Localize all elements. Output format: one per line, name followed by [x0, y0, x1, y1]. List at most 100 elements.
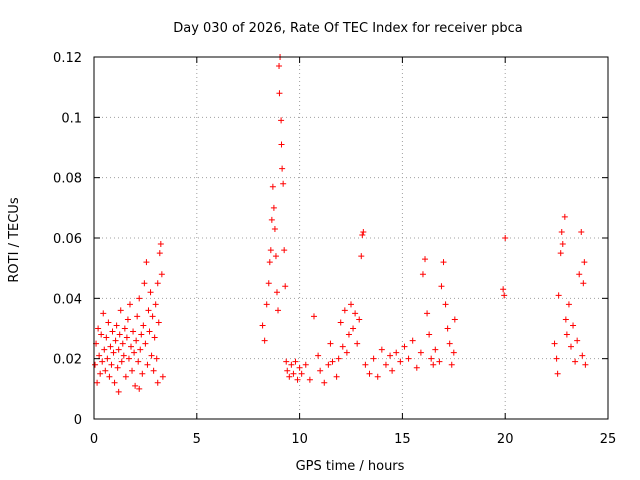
data-point [273, 289, 280, 296]
data-point [572, 358, 579, 365]
data-point [422, 256, 429, 263]
data-point [140, 322, 147, 329]
data-point [119, 340, 126, 347]
data-point [440, 259, 447, 266]
data-point [358, 253, 365, 260]
y-tick-label: 0.08 [53, 172, 82, 187]
data-point [116, 331, 123, 338]
data-point [129, 367, 136, 374]
data-point [136, 385, 143, 392]
data-point [152, 301, 159, 308]
data-point [282, 283, 289, 290]
data-point [117, 307, 124, 314]
data-point [136, 295, 143, 302]
data-point [562, 316, 569, 323]
data-point [128, 343, 135, 350]
x-axis-label: GPS time / hours [296, 459, 405, 474]
data-point [101, 346, 108, 353]
data-point [502, 235, 509, 241]
data-point [292, 358, 299, 365]
data-point [557, 250, 564, 257]
x-tick-label: 10 [291, 432, 308, 447]
data-point [95, 325, 102, 332]
data-point [387, 352, 394, 359]
data-point [397, 358, 404, 365]
data-point [122, 373, 129, 380]
data-point [155, 319, 162, 326]
x-tick-label: 5 [193, 432, 201, 447]
data-point [580, 280, 587, 287]
data-point [137, 346, 144, 353]
data-point [280, 180, 287, 187]
x-tick-label: 20 [497, 432, 514, 447]
data-point [315, 352, 322, 359]
y-tick-label: 0.1 [61, 111, 82, 126]
data-point [267, 247, 274, 254]
y-tick-label: 0.04 [53, 292, 82, 307]
data-point [359, 231, 366, 238]
data-point [276, 90, 283, 97]
data-point [281, 247, 288, 254]
data-point [417, 349, 424, 356]
data-point [563, 331, 570, 338]
data-point [413, 364, 420, 371]
data-point [317, 367, 324, 374]
data-point [145, 307, 152, 314]
data-point [115, 346, 122, 353]
data-point [290, 370, 297, 377]
data-point [579, 352, 586, 359]
data-point [559, 241, 566, 248]
data-point [576, 271, 583, 278]
data-point [106, 373, 113, 380]
data-point [124, 316, 131, 323]
data-point [159, 373, 166, 380]
data-point [144, 361, 151, 368]
data-point [554, 370, 561, 377]
data-point [275, 307, 282, 314]
data-point [436, 358, 443, 365]
data-point [148, 352, 155, 359]
data-point [382, 361, 389, 368]
data-point [426, 331, 433, 338]
data-point [327, 340, 334, 347]
data-point [121, 325, 128, 332]
data-point [261, 337, 268, 344]
data-point [350, 325, 357, 332]
data-point [151, 334, 158, 341]
data-point [131, 349, 138, 356]
data-point [582, 361, 589, 368]
data-point [389, 367, 396, 374]
data-point [92, 361, 99, 368]
data-point [125, 355, 132, 362]
data-point [133, 337, 140, 344]
data-point [401, 343, 408, 350]
data-point [154, 280, 161, 287]
data-point [94, 379, 101, 386]
data-point [156, 250, 163, 257]
axis-ticks: 0 5 10 15 20 25 0 0.02 0.04 0.06 0.08 0.1 0.12 [53, 51, 616, 447]
data-point [109, 328, 116, 335]
data-point [558, 228, 565, 235]
data-point [325, 361, 332, 368]
data-point [419, 271, 426, 278]
data-point [333, 373, 340, 380]
data-point [578, 228, 585, 235]
data-point [142, 340, 149, 347]
data-point [108, 361, 115, 368]
data-point [147, 289, 154, 296]
data-point [271, 225, 278, 232]
data-point [348, 301, 354, 308]
data-point [150, 367, 157, 374]
data-points [92, 54, 589, 395]
data-point [298, 370, 305, 377]
data-point [574, 337, 581, 344]
data-point [279, 165, 286, 172]
data-point [265, 280, 272, 287]
data-point [393, 349, 400, 356]
data-point [442, 301, 449, 308]
data-point [263, 301, 270, 308]
data-point [321, 379, 328, 386]
data-point [104, 355, 111, 362]
data-point [288, 361, 295, 368]
y-tick-label: 0.02 [53, 353, 82, 368]
